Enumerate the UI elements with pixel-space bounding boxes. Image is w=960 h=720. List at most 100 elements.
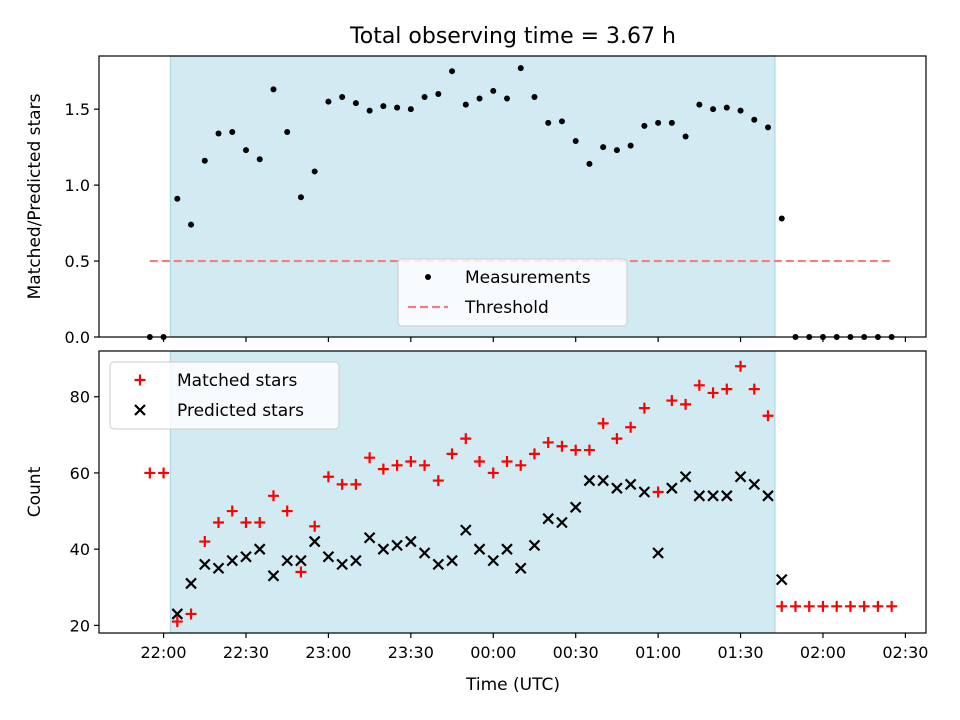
predicted-star-point	[556, 516, 568, 529]
matched-star-point	[528, 448, 540, 460]
predicted-star-point	[569, 501, 582, 514]
measurement-point	[737, 107, 744, 114]
matched-star-point	[487, 467, 499, 479]
y-tick-label: 40	[70, 540, 90, 559]
legend-label: Matched stars	[177, 371, 297, 391]
measurement-point	[531, 94, 538, 101]
x-tick-label: 23:00	[305, 643, 351, 662]
predicted-star-point	[240, 551, 252, 563]
measurement-point	[668, 119, 675, 126]
x-axis-label: Time (UTC)	[465, 675, 560, 695]
matched-star-point	[267, 490, 279, 502]
measurement-point	[201, 157, 208, 164]
y-tick-label: 1.5	[65, 100, 90, 119]
predicted-star-point	[212, 562, 225, 574]
predicted-star-point	[267, 570, 280, 582]
measurement-point	[765, 124, 772, 131]
measurement-point	[407, 106, 414, 113]
matched-star-point	[281, 505, 293, 517]
matched-star-point	[336, 478, 348, 490]
predicted-star-point	[253, 543, 266, 555]
measurement-point	[655, 119, 662, 126]
predicted-star-point	[308, 535, 321, 548]
matched-star-point	[886, 600, 898, 612]
predicted-star-point	[638, 486, 651, 498]
matched-star-point	[377, 463, 389, 475]
predicted-star-point	[734, 470, 747, 483]
x-tick-label: 00:00	[470, 643, 516, 662]
matched-star-point	[446, 448, 458, 460]
matched-star-point	[638, 402, 650, 414]
measurement-point	[572, 138, 579, 145]
measurement-point	[545, 119, 552, 126]
predicted-star-point	[295, 554, 307, 567]
matched-star-point	[405, 456, 417, 468]
ratio-panel: 0.0 0.5 1.0 1.5 Matched/Predicted stars Measu…	[25, 55, 927, 347]
measurement-point	[188, 221, 195, 228]
measurement-point	[723, 104, 730, 111]
matched-star-point	[542, 436, 554, 448]
y-tick-label: 20	[70, 616, 90, 635]
matched-star-point	[185, 608, 197, 620]
measurement-point	[778, 215, 785, 222]
matched-star-point	[570, 444, 582, 456]
matched-star-point	[831, 600, 843, 612]
measurement-point	[256, 156, 263, 163]
measurement-point	[174, 195, 181, 202]
matched-star-point	[735, 360, 747, 372]
x-tick-label: 00:30	[553, 643, 599, 662]
legend-box	[109, 361, 340, 430]
predicted-star-point	[418, 547, 431, 559]
matched-star-point	[803, 600, 815, 612]
plot-frame	[98, 55, 927, 338]
y-axis-label: Matched/Predicted stars	[25, 93, 45, 299]
y-tick-label: 60	[70, 464, 90, 483]
predicted-star-point	[542, 512, 554, 525]
plot-frame	[98, 350, 927, 634]
predicted-star-point	[487, 554, 500, 567]
legend-marker-dot	[425, 274, 431, 280]
matched-star-point	[350, 478, 362, 490]
matched-star-point	[364, 452, 376, 464]
matched-star-point	[515, 459, 527, 471]
matched-star-point	[213, 516, 225, 528]
legend-label: Predicted stars	[177, 401, 304, 421]
measurement-point	[600, 144, 607, 151]
measurement-point	[490, 87, 497, 94]
matched-star-point	[625, 421, 637, 433]
predicted-star-point	[473, 543, 486, 555]
y-axis-label: Count	[25, 466, 45, 517]
predicted-star-point	[666, 482, 678, 494]
matched-star-point	[652, 486, 664, 498]
x-tick-label: 23:30	[388, 643, 434, 662]
measurement-point	[421, 94, 428, 101]
matched-star-point	[501, 456, 513, 468]
predicted-star-point	[721, 490, 733, 502]
measurement-point	[627, 142, 634, 149]
predicted-star-point	[775, 573, 788, 586]
measurement-point	[751, 116, 758, 123]
matched-star-point	[597, 417, 609, 429]
matched-star-point	[707, 387, 719, 399]
predicted-star-point	[336, 558, 348, 571]
measurement-point	[476, 95, 483, 102]
measurement-point	[229, 128, 236, 135]
matched-star-point	[721, 383, 733, 395]
matched-star-point	[295, 566, 307, 578]
measurement-point	[215, 130, 222, 137]
predicted-star-point	[652, 547, 664, 559]
predicted-star-point	[748, 478, 761, 491]
matched-star-point	[762, 410, 774, 422]
measurement-point	[297, 194, 304, 201]
legend-box	[397, 258, 628, 327]
matched-star-point	[171, 616, 183, 628]
measurement-point	[517, 65, 524, 72]
predicted-star-point	[363, 531, 376, 544]
predicted-star-point	[514, 562, 527, 574]
matched-star-point	[666, 395, 678, 407]
matched-star-point	[474, 456, 486, 468]
y-tick-label: 0.5	[65, 252, 90, 271]
matched-star-point	[254, 516, 266, 528]
predicted-star-point	[391, 539, 403, 552]
